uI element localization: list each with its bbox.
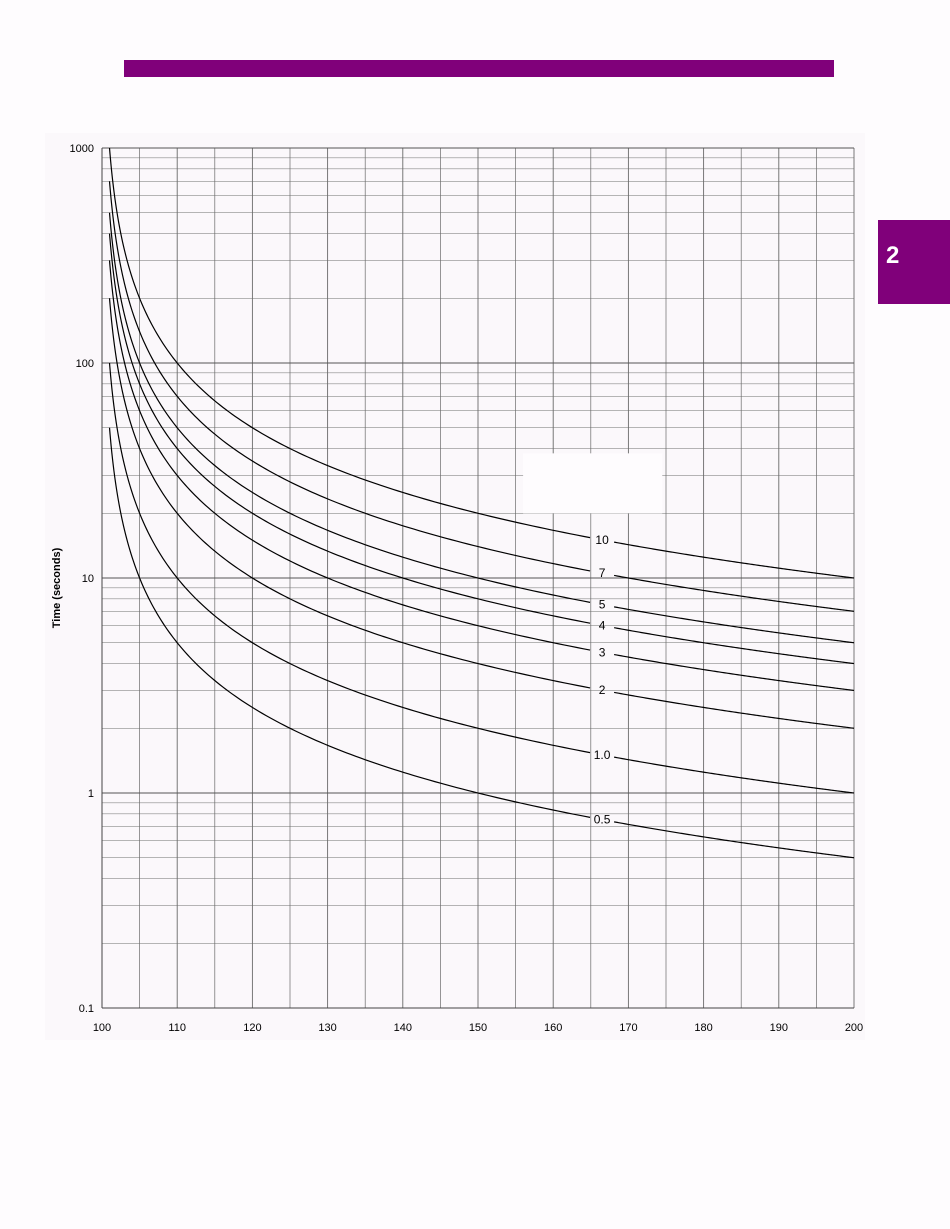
y-tick-label: 10 <box>82 573 94 585</box>
curve-label-0.5: 0.5 <box>594 813 611 827</box>
y-tick-label: 100 <box>76 358 94 370</box>
x-tick-label: 130 <box>318 1022 336 1034</box>
y-tick-label: 1000 <box>70 143 94 155</box>
curve-line-0.5-tail <box>614 821 855 859</box>
curve-line-3-tail <box>614 653 855 692</box>
curve-label-5: 5 <box>599 598 606 612</box>
x-tick-label: 110 <box>168 1022 186 1034</box>
y-axis-title: Time (seconds) <box>51 547 63 628</box>
curve-line-4-tail <box>613 627 855 665</box>
x-tick-label: 160 <box>544 1022 562 1034</box>
x-tick-label: 140 <box>394 1022 412 1034</box>
curve-label-4: 4 <box>599 618 606 632</box>
x-tick-label: 150 <box>469 1022 487 1034</box>
curve-line-7 <box>108 181 591 572</box>
section-tab: 2 <box>878 220 950 304</box>
x-tick-label: 200 <box>845 1022 863 1034</box>
x-tick-label: 180 <box>694 1022 712 1034</box>
section-tab-label: 2 <box>886 242 900 269</box>
curve-label-1.0: 1.0 <box>594 748 611 762</box>
curve-line-5-tail <box>614 606 855 644</box>
curve-line-10 <box>108 147 591 539</box>
x-axis-tick-labels: 100 110 120 130 140 150 160 170 180 190 200 <box>93 1022 863 1034</box>
legend-backdrop <box>523 453 663 514</box>
curve-label-3: 3 <box>599 645 606 659</box>
curve-label-10: 10 <box>595 533 609 547</box>
curve-line-7-tail <box>614 574 855 612</box>
x-tick-label: 170 <box>619 1022 637 1034</box>
y-axis-tick-labels: 0.1 1 10 100 1000 <box>70 143 94 1015</box>
curve-line-1.0 <box>108 362 591 754</box>
curve-line-4 <box>108 233 591 624</box>
x-tick-label: 120 <box>243 1022 261 1034</box>
curve-line-1.0-tail <box>614 756 855 794</box>
curve-line-5 <box>108 212 591 603</box>
header-accent-bar <box>124 60 834 77</box>
curve-line-10-tail <box>614 541 855 579</box>
curve-label-7: 7 <box>599 566 606 580</box>
curve-line-0.5 <box>108 427 591 818</box>
plot-background <box>45 133 865 1040</box>
curve-line-2 <box>108 298 591 689</box>
curve-line-3 <box>108 260 591 651</box>
y-tick-label: 0.1 <box>79 1003 94 1015</box>
y-tick-label: 1 <box>88 788 94 800</box>
x-tick-label: 190 <box>770 1022 788 1034</box>
curve-series: 10 7 5 4 3 2 1.0 0.5 <box>108 147 855 859</box>
curve-line-2-tail <box>614 691 855 729</box>
curve-label-2: 2 <box>599 683 606 697</box>
x-tick-label: 100 <box>93 1022 111 1034</box>
